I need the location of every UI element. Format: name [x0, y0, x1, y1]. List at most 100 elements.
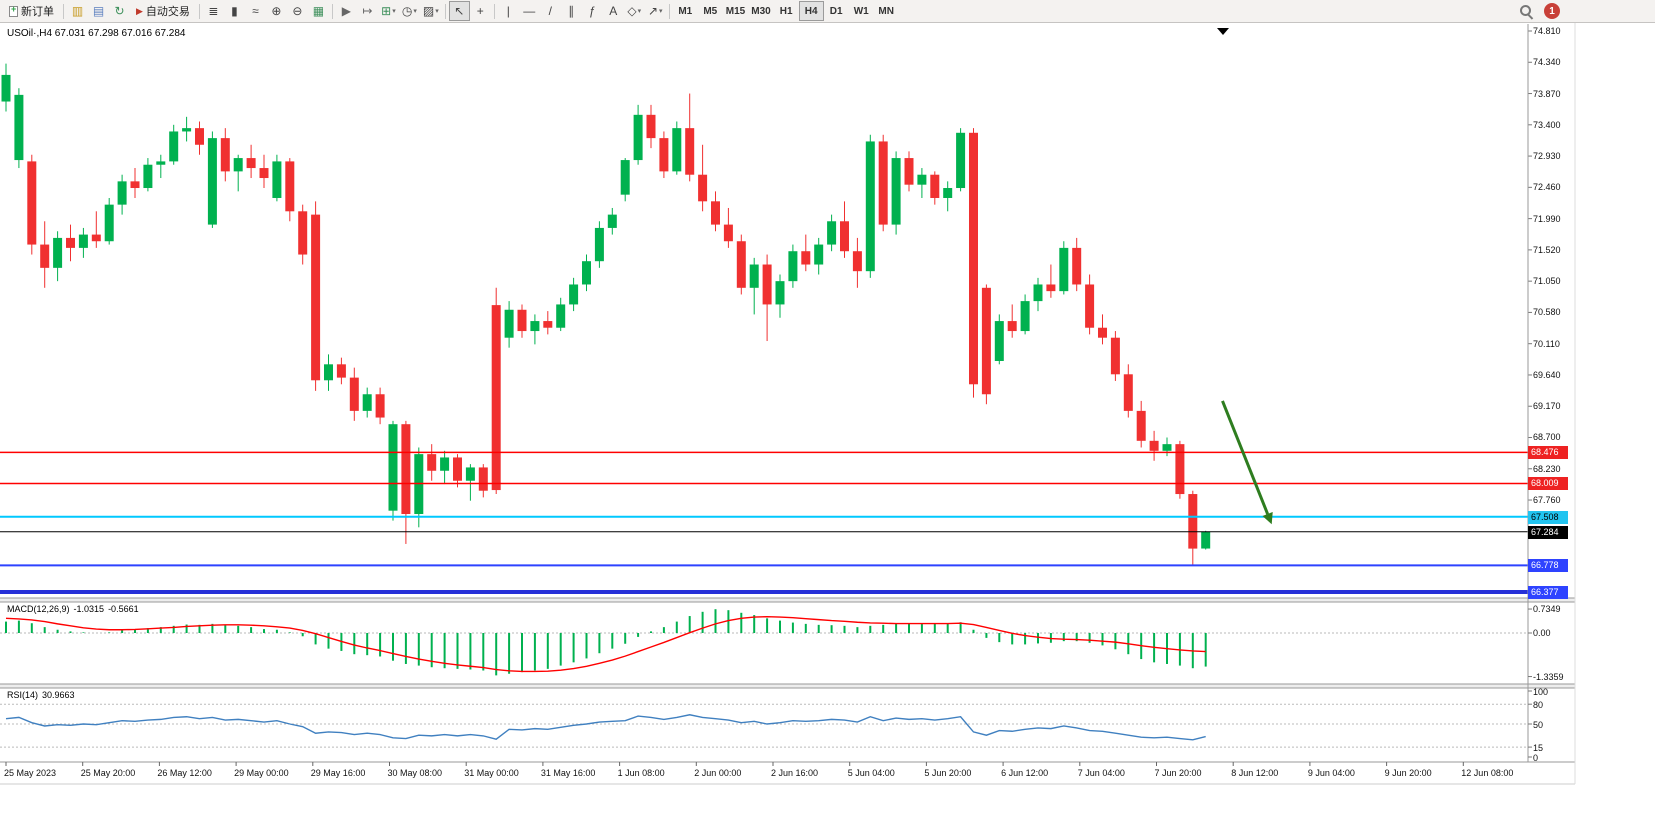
toolbar-separator	[198, 3, 200, 19]
macd-value: -1.0315	[73, 604, 105, 614]
shapes-button[interactable]: ◇ ▾	[624, 1, 645, 21]
tile-windows-button[interactable]: ▦	[308, 1, 329, 21]
timeframe-button-w1[interactable]: W1	[849, 1, 874, 21]
profiles-button[interactable]: ▤	[88, 1, 109, 21]
timeframe-button-m30[interactable]: M30	[748, 1, 773, 21]
timeframe-button-m5[interactable]: M5	[698, 1, 723, 21]
candle-body	[246, 158, 256, 169]
auto-scroll-button[interactable]: ▶	[336, 1, 357, 21]
timeframe-button-m15[interactable]: M15	[723, 1, 748, 21]
refresh-icon: ↻	[114, 4, 125, 18]
candle-body	[1, 74, 11, 102]
timeframe-button-mn[interactable]: MN	[874, 1, 899, 21]
crosshair-button[interactable]: +	[470, 1, 491, 21]
candle-body	[259, 168, 269, 179]
candle-body	[827, 221, 837, 245]
candle-body	[698, 174, 708, 202]
templates-icon: ▨	[422, 4, 435, 18]
candle-body	[556, 304, 566, 328]
cursor-button[interactable]: ↖	[448, 1, 470, 21]
candle-body	[491, 305, 501, 491]
periods-button[interactable]: ◷ ▾	[399, 1, 420, 21]
candle-body	[1059, 247, 1069, 292]
candle-body	[672, 128, 682, 172]
vertical-line-button[interactable]: |	[498, 1, 519, 21]
candle-body	[1110, 337, 1120, 375]
candle-body	[453, 457, 462, 481]
candle-body	[427, 454, 437, 471]
main-toolbar: 新订单 ▥▤↻ ▶ 自动交易 ≣▮≈⊕⊖▦▶↦⊞▾◷▾▨▾↖+|—/∥ƒA◇▾↗…	[0, 0, 1655, 23]
arrows-tool-icon: ↗	[647, 4, 659, 18]
search-icon[interactable]	[1519, 4, 1534, 19]
candle-body	[1162, 444, 1172, 451]
candle-body	[220, 138, 230, 172]
arrows-tool-button[interactable]: ↗ ▾	[645, 1, 666, 21]
candle-body	[1175, 444, 1185, 495]
text-tool-button[interactable]: A	[603, 1, 624, 21]
refresh-button[interactable]: ↻	[109, 1, 130, 21]
bar-chart-button[interactable]: ≣	[203, 1, 224, 21]
zoom-in-button[interactable]: ⊕	[266, 1, 287, 21]
new-order-button[interactable]: 新订单	[3, 1, 60, 21]
candlestick-chart-button[interactable]: ▮	[224, 1, 245, 21]
candle-body	[53, 237, 63, 268]
timeframe-button-h1[interactable]: H1	[774, 1, 799, 21]
new-chart-button[interactable]: ⊞ ▾	[378, 1, 399, 21]
candle-body	[78, 234, 88, 248]
candle-body	[517, 309, 527, 332]
candle-body	[104, 204, 114, 242]
rsi-name: RSI(14)	[7, 690, 39, 700]
candle-body	[375, 394, 385, 418]
zoom-out-button[interactable]: ⊖	[287, 1, 308, 21]
candle-body	[1007, 321, 1017, 332]
candle-body	[207, 138, 217, 225]
candle-body	[195, 128, 204, 145]
candle-body	[1149, 440, 1159, 451]
candle-body	[272, 161, 282, 198]
chart-title: USOil·,H4 67.031 67.298 67.016 67.284	[7, 28, 186, 39]
chevron-down-icon: ▾	[637, 8, 642, 15]
fibonacci-button[interactable]: ƒ	[582, 1, 603, 21]
candle-body	[401, 424, 411, 515]
candle-body	[981, 287, 991, 395]
channel-button[interactable]: ∥	[561, 1, 582, 21]
rsi-line	[5, 714, 1206, 741]
candle-body	[749, 264, 759, 288]
candle-body	[311, 214, 321, 381]
macd-label: MACD(12,26,9) -1.0315 -0.5661	[7, 604, 143, 614]
candle-body	[117, 181, 127, 205]
cursor-icon: ↖	[454, 4, 465, 18]
notification-badge[interactable]: 1	[1544, 3, 1560, 19]
channel-icon: ∥	[568, 4, 575, 18]
chart-shift-marker	[1217, 28, 1229, 35]
candle-body	[594, 227, 604, 262]
candle-body	[956, 132, 966, 189]
toolbar-separator	[331, 3, 333, 19]
templates-button[interactable]: ▨ ▾	[420, 1, 442, 21]
candle-body	[878, 141, 888, 225]
panel-divider-rsi[interactable]	[0, 684, 1575, 688]
chevron-down-icon: ▾	[413, 8, 417, 15]
candle-body	[440, 457, 450, 471]
timeframe-button-h4[interactable]: H4	[798, 1, 824, 21]
line-chart-button[interactable]: ≈	[245, 1, 266, 21]
charts-button[interactable]: ▥	[67, 1, 88, 21]
horizontal-line-button[interactable]: —	[519, 1, 540, 21]
zoom-in-icon: ⊕	[271, 4, 282, 18]
timeframe-button-m1[interactable]: M1	[673, 1, 698, 21]
trendline-button[interactable]: /	[540, 1, 561, 21]
candle-body	[1033, 284, 1043, 302]
chart-shift-button[interactable]: ↦	[357, 1, 378, 21]
crosshair-icon: +	[476, 4, 484, 18]
candle-body	[91, 234, 101, 242]
candle-body	[233, 158, 243, 172]
auto-trading-button[interactable]: ▶ 自动交易	[130, 1, 196, 21]
trend-arrow-head[interactable]	[1262, 511, 1273, 525]
panel-divider-macd[interactable]	[0, 598, 1575, 602]
timeframe-button-d1[interactable]: D1	[824, 1, 849, 21]
candle-body	[775, 281, 785, 305]
candle-body	[1072, 247, 1082, 285]
trend-arrow[interactable]	[1221, 400, 1270, 515]
